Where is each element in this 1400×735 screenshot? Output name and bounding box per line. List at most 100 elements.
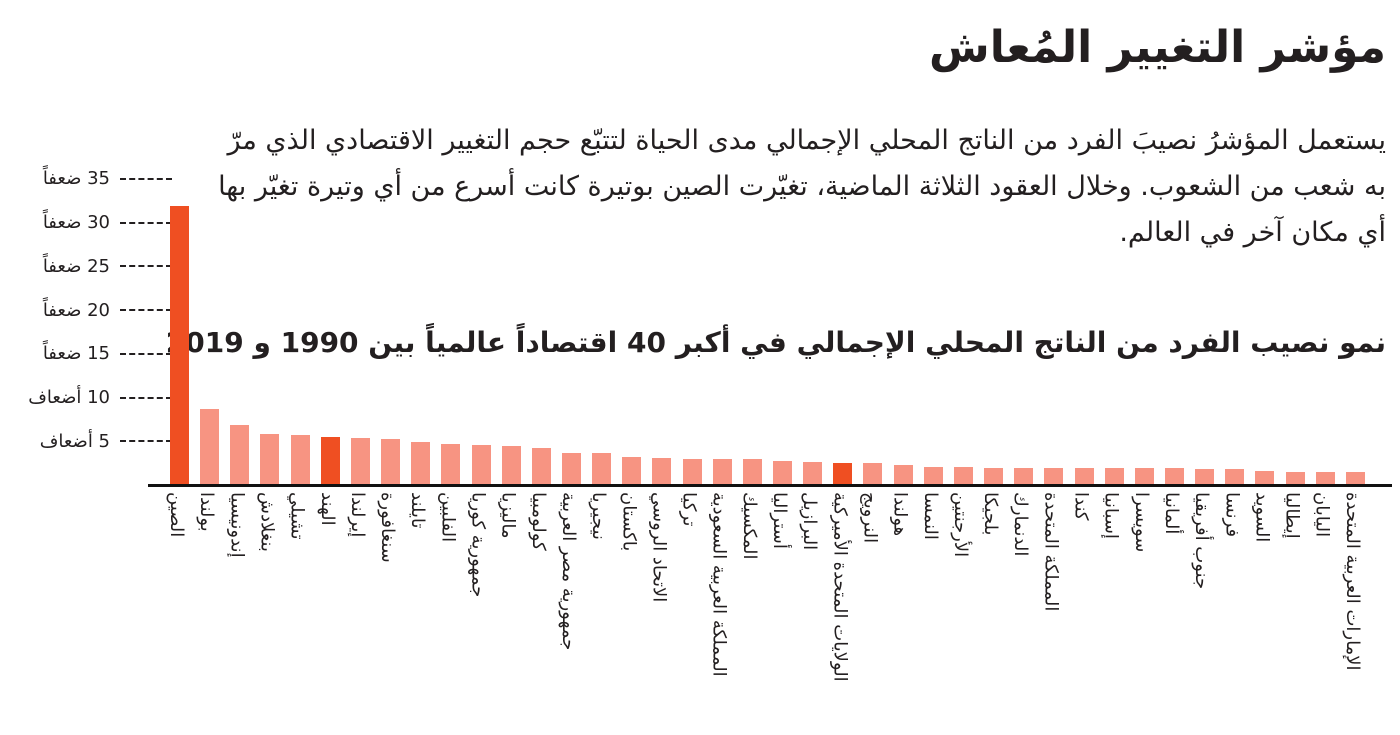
country-label: بولندا (196, 492, 218, 532)
country-label: إندونيسيا (226, 492, 248, 558)
bar (1285, 472, 1305, 486)
country-label: كولومبيا (527, 492, 549, 551)
tick-leader-line (120, 221, 172, 224)
x-tick-label: ماليزيا (498, 492, 528, 732)
country-label: باكستان (618, 492, 640, 552)
country-label: النمسا (919, 492, 941, 540)
x-tick-label: كندا (1071, 492, 1101, 732)
y-tick: 5 أضعاف (0, 429, 172, 453)
country-label: الولايات المتحدة الأميركية (829, 492, 851, 682)
bar (501, 445, 521, 486)
x-tick-label: النرويج (859, 492, 889, 732)
x-tick-label: جنوب أفريقيا (1191, 492, 1221, 732)
x-tick-label: هولندا (890, 492, 920, 732)
bar (1014, 467, 1034, 486)
x-tick-label: البرازيل (799, 492, 829, 732)
country-label: جمهورية كوريا (467, 492, 489, 598)
country-label: بنغلادش (256, 492, 278, 552)
bar (1315, 472, 1335, 486)
x-tick-label: الإمارات العربية المتحدة (1342, 492, 1372, 732)
x-tick-label: باكستان (618, 492, 648, 732)
x-tick-label: الدنمارك (1010, 492, 1040, 732)
country-label: السويد (1251, 492, 1273, 543)
y-tick: 25 ضعفاً (0, 254, 172, 278)
x-tick-label: إسبانيا (1101, 492, 1131, 732)
y-tick-label: 20 ضعفاً (42, 299, 110, 321)
tick-leader-line (120, 440, 172, 443)
bar (863, 463, 883, 486)
country-label: سويسرا (1130, 492, 1152, 553)
bar (260, 434, 280, 486)
bar (1195, 469, 1215, 486)
x-tick-label: اليابان (1312, 492, 1342, 732)
x-tick-label: بلجيكا (980, 492, 1010, 732)
x-tick-label: السويد (1251, 492, 1281, 732)
bar (1104, 467, 1124, 486)
bar (833, 463, 853, 486)
bar (1164, 467, 1184, 486)
x-tick-label: إيرلندا (347, 492, 377, 732)
country-label: إيرلندا (346, 492, 368, 538)
x-tick-label: الاتحاد الروسي (648, 492, 678, 732)
bar (1074, 467, 1094, 486)
x-tick-label: النمسا (920, 492, 950, 732)
bar (652, 458, 672, 486)
bar (350, 437, 370, 486)
x-tick-label: الأرجنتين (950, 492, 980, 732)
country-label: البرازيل (799, 492, 821, 551)
bar (1134, 467, 1154, 486)
country-label: الهند (316, 492, 338, 526)
bar (170, 206, 189, 486)
y-tick-label: 30 ضعفاً (42, 212, 110, 233)
country-label: الصين (166, 492, 187, 538)
bar (471, 444, 491, 486)
country-label: تركيا (678, 492, 700, 527)
country-label: الأرجنتين (949, 492, 971, 558)
x-tick-label: تشيلي (287, 492, 317, 732)
y-tick-label: 35 ضعفاً (42, 168, 110, 190)
x-tick-label: المكسيك (739, 492, 769, 732)
bar (923, 466, 943, 486)
country-label: كندا (1070, 492, 1092, 521)
country-label: الفلبين (437, 492, 459, 543)
bar (320, 437, 340, 486)
tick-leader-line (120, 396, 172, 399)
country-label: سنغافورة (377, 492, 399, 563)
bar (1225, 469, 1245, 486)
bar (290, 435, 310, 486)
bar (230, 424, 250, 486)
y-tick-label: 5 أضعاف (39, 430, 110, 452)
country-label: النرويج (859, 492, 881, 544)
y-tick-label: 25 ضعفاً (42, 255, 110, 277)
bar (893, 465, 913, 486)
chart-title: نمو نصيب الفرد من الناتج المحلي الإجمالي… (165, 326, 1386, 359)
x-tick-label: تايلند (407, 492, 437, 732)
x-tick-label: فرنسا (1221, 492, 1251, 732)
tick-leader-line (120, 177, 172, 180)
bar-chart-plot (160, 170, 1392, 486)
y-tick: 35 ضعفاً (0, 167, 172, 191)
y-tick: 30 ضعفاً (0, 211, 172, 235)
bar (592, 452, 612, 486)
bar (803, 461, 823, 486)
country-label: ألمانيا (1160, 492, 1182, 535)
x-tick-label: كولومبيا (528, 492, 558, 732)
y-tick-label: 10 أضعاف (28, 387, 110, 408)
x-tick-label: الفلبين (437, 492, 467, 732)
tick-leader-line (120, 352, 172, 355)
intro-paragraph: يستعمل المؤشرُ نصيبَ الفرد من الناتج الم… (218, 125, 1386, 248)
x-tick-label: بولندا (196, 492, 226, 732)
country-label: بلجيكا (980, 492, 1002, 536)
country-label: نيجيريا (588, 492, 610, 540)
x-tick-label: سويسرا (1131, 492, 1161, 732)
country-label: المملكة المتحدة (1040, 492, 1062, 612)
country-label: أستراليا (769, 492, 790, 549)
bar (411, 442, 431, 486)
x-axis-baseline (148, 484, 1392, 487)
country-label: جمهورية مصر العربية (557, 492, 579, 651)
country-label: تايلند (407, 492, 429, 529)
bar (1044, 467, 1064, 486)
bar (200, 409, 220, 486)
x-tick-label: الولايات المتحدة الأميركية (829, 492, 859, 732)
x-tick-label: إيطاليا (1282, 492, 1312, 732)
